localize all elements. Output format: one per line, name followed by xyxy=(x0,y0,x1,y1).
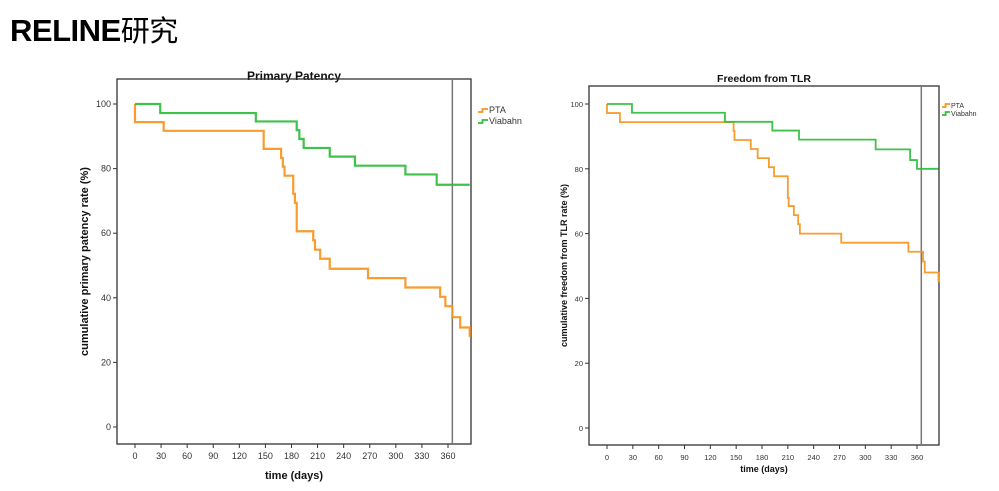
x-tick-label: 30 xyxy=(629,453,637,462)
series-line-viabahn xyxy=(607,103,939,170)
x-tick-label: 90 xyxy=(680,453,688,462)
x-tick-label: 240 xyxy=(336,451,351,461)
y-axis-label: cumulative primary patency rate (%) xyxy=(79,167,91,356)
y-tick-label: 40 xyxy=(575,294,583,303)
x-tick-label: 0 xyxy=(132,451,137,461)
slide-title: RELINE研究 xyxy=(10,8,178,50)
x-tick-label: 300 xyxy=(859,453,872,462)
x-tick-label: 60 xyxy=(182,451,192,461)
x-tick-label: 270 xyxy=(833,453,846,462)
legend-swatch-viabahn xyxy=(478,119,488,124)
y-tick-label: 40 xyxy=(101,293,111,303)
x-tick-label: 60 xyxy=(654,453,662,462)
y-tick-label: 0 xyxy=(579,424,583,433)
plot-frame xyxy=(588,85,940,446)
legend-label-pta: PTA xyxy=(951,103,964,110)
legend-swatch-pta xyxy=(942,103,950,108)
y-tick-label: 60 xyxy=(101,228,111,238)
legend-label-pta: PTA xyxy=(489,105,506,115)
y-tick-label: 80 xyxy=(101,164,111,174)
chart-primary-patency: Primary Patency 0 20 40 60 80 100 0 30 60 90 120 150… xyxy=(79,69,522,482)
slide-title-cjk: 研究 xyxy=(120,14,179,48)
x-tick-label: 270 xyxy=(362,451,377,461)
x-tick-label: 330 xyxy=(885,453,898,462)
legend-swatch-pta xyxy=(478,108,488,113)
legend-label-viabahn: Viabahn xyxy=(951,111,977,118)
y-tick-label: 100 xyxy=(96,99,111,109)
series-line-pta xyxy=(133,104,471,337)
x-tick-label: 300 xyxy=(388,451,403,461)
x-tick-label: 150 xyxy=(730,453,743,462)
y-axis-label: cumulative freedom from TLR rate (%) xyxy=(559,184,569,347)
y-tick-label: 20 xyxy=(101,357,111,367)
y-tick-label: 20 xyxy=(575,359,583,368)
y-tick-label: 0 xyxy=(106,422,111,432)
x-tick-label: 210 xyxy=(782,453,795,462)
x-tick-label: 360 xyxy=(440,451,455,461)
x-tick-label: 90 xyxy=(208,451,218,461)
x-tick-label: 180 xyxy=(284,451,299,461)
x-tick-label: 120 xyxy=(704,453,717,462)
x-tick-label: 330 xyxy=(414,451,429,461)
chart-freedom-from-tlr: Freedom from TLR 0 20 40 60 80 100 0 30 60 90 120 15… xyxy=(559,73,977,474)
series-line-viabahn xyxy=(135,102,470,186)
y-tick-label: 100 xyxy=(570,100,583,109)
chart-title: Primary Patency xyxy=(247,69,341,83)
chart-title: Freedom from TLR xyxy=(717,73,811,85)
y-tick-label: 80 xyxy=(575,165,583,174)
x-axis-label: time (days) xyxy=(265,470,323,482)
x-tick-label: 30 xyxy=(156,451,166,461)
series-line-pta xyxy=(606,104,940,283)
x-tick-label: 150 xyxy=(258,451,273,461)
y-tick-label: 60 xyxy=(575,230,583,239)
x-tick-label: 120 xyxy=(232,451,247,461)
x-tick-label: 240 xyxy=(807,453,820,462)
x-tick-label: 210 xyxy=(310,451,325,461)
plot-frame xyxy=(116,78,472,445)
x-axis-label: time (days) xyxy=(740,464,788,474)
legend-swatch-viabahn xyxy=(942,111,950,116)
x-tick-label: 0 xyxy=(605,453,609,462)
x-tick-label: 360 xyxy=(911,453,924,462)
slide-title-latin: RELINE xyxy=(10,13,121,48)
x-tick-label: 180 xyxy=(756,453,769,462)
legend-label-viabahn: Viabahn xyxy=(489,116,522,126)
